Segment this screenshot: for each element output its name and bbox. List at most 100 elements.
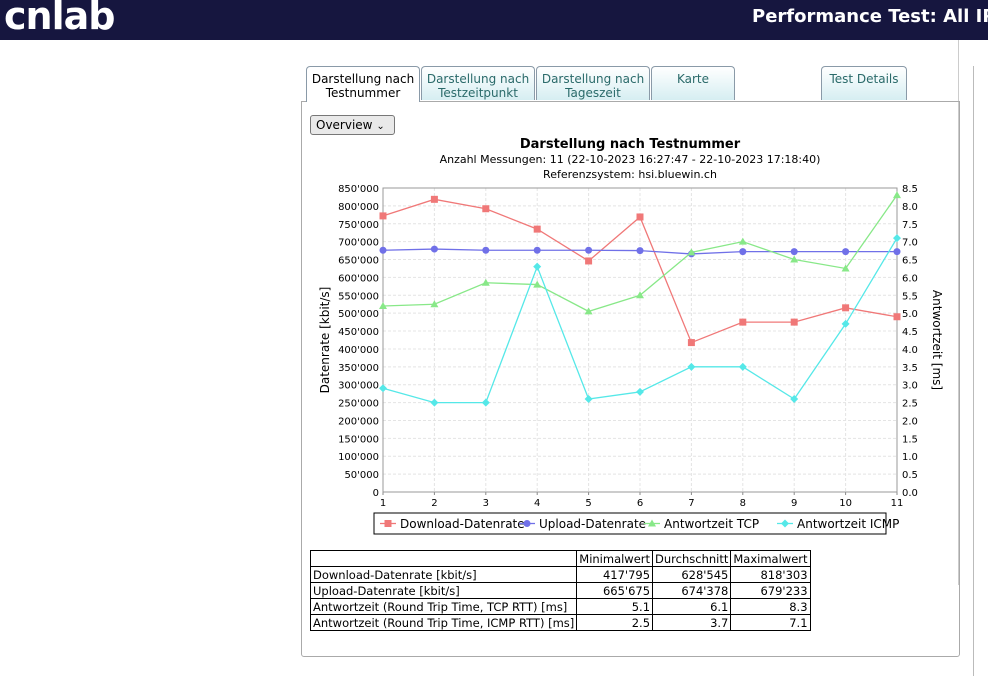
legend-label: Antwortzeit TCP [664, 517, 759, 531]
x-tick-label: 8 [740, 498, 746, 509]
x-tick-label: 3 [483, 498, 489, 509]
x-tick-label: 5 [585, 498, 591, 509]
chart-panel [301, 101, 960, 657]
data-point [790, 395, 799, 404]
table-row: Download-Datenrate [kbit/s] 417'795 628'54… [309, 566, 811, 583]
data-point [379, 212, 387, 220]
y-tick-label: 850'000 [338, 184, 379, 195]
y-tick-label: 350'000 [338, 363, 379, 374]
legend-marker [648, 519, 656, 527]
table-cell: 3.7 [652, 614, 732, 631]
data-point [430, 398, 439, 407]
chart-subtitle-reference: Referenzsystem: hsi.bluewin.ch [543, 168, 717, 181]
x-tick-label: 11 [891, 498, 904, 509]
data-point [533, 246, 541, 254]
x-tick-label: 9 [791, 498, 797, 509]
x-tick-label: 4 [534, 498, 540, 509]
data-point [738, 237, 747, 245]
data-point [738, 362, 747, 371]
y2-tick-label: 3.0 [902, 381, 918, 392]
right-scroll-edge [973, 66, 974, 676]
header-bar: cnlab Performance Test: All IP [0, 0, 988, 40]
cnlab-logo: cnlab [4, 0, 115, 38]
y-tick-label: 450'000 [338, 327, 379, 338]
tab-testnummer[interactable]: Darstellung nach Testnummer [306, 66, 420, 102]
table-cell: Minimalwert [576, 550, 654, 567]
y-tick-label: 750'000 [338, 220, 379, 231]
data-point [584, 395, 593, 404]
table-row: Antwortzeit (Round Trip Time, TCP RTT) [… [309, 598, 811, 615]
data-point [379, 246, 387, 254]
table-cell: Antwortzeit (Round Trip Time, TCP RTT) [… [309, 598, 578, 615]
data-point [790, 318, 798, 326]
chart-legend [373, 512, 887, 535]
tab-testzeitpunkt[interactable]: Darstellung nach Testzeitpunkt [421, 66, 535, 100]
plot-area [382, 187, 898, 493]
data-point [841, 319, 850, 328]
data-point [379, 384, 387, 393]
x-tick-label: 1 [380, 498, 386, 509]
stats-table: Minimalwert Durchschnitt Maximalwert Downlo… [309, 550, 811, 631]
y-tick-label: 800'000 [338, 202, 379, 213]
legend-label: Antwortzeit ICMP [797, 517, 899, 531]
data-point [585, 246, 593, 254]
y-tick-label: 0 [373, 488, 379, 499]
y2-tick-label: 1.5 [902, 434, 918, 445]
data-point [842, 304, 850, 312]
y2-tick-label: 4.5 [902, 327, 918, 338]
data-point [790, 248, 798, 256]
table-header-row: Minimalwert Durchschnitt Maximalwert [309, 550, 811, 567]
y-tick-label: 550'000 [338, 291, 379, 302]
data-point [481, 398, 490, 407]
y-tick-label: 50'000 [344, 470, 379, 481]
right-divider [958, 40, 988, 585]
y2-tick-label: 2.0 [902, 416, 918, 427]
view-select-value: Overview [316, 118, 373, 132]
table-cell [309, 550, 578, 567]
data-point [430, 195, 438, 203]
y2-tick-label: 2.5 [902, 399, 918, 410]
y2-tick-label: 0.5 [902, 470, 918, 481]
page-title: Performance Test: All IP [752, 6, 988, 27]
x-tick-label: 2 [431, 498, 437, 509]
data-point [893, 234, 901, 243]
table-cell: Download-Datenrate [kbit/s] [309, 566, 578, 583]
data-point [893, 248, 901, 256]
data-point [585, 257, 593, 265]
y2-tick-label: 0.0 [902, 488, 918, 499]
view-select[interactable]: Overview ⌄ [310, 115, 395, 135]
y2-axis-label: Antwortzeit [ms] [930, 290, 944, 390]
data-point [430, 300, 439, 308]
data-point [739, 318, 747, 326]
data-point [687, 339, 695, 347]
table-cell: 674'378 [652, 582, 732, 599]
data-point [584, 307, 593, 315]
data-point [687, 362, 696, 371]
table-cell: 6.1 [652, 598, 732, 615]
tab-tageszeit[interactable]: Darstellung nach Tageszeit [536, 66, 650, 100]
table-cell: Durchschnitt [652, 550, 732, 567]
y2-tick-label: 5.0 [902, 309, 918, 320]
y2-tick-label: 7.0 [902, 238, 918, 249]
table-cell: 665'675 [576, 582, 654, 599]
table-cell: 679'233 [730, 582, 811, 599]
y2-tick-label: 4.0 [902, 345, 918, 356]
y-tick-label: 700'000 [338, 238, 379, 249]
y2-tick-label: 7.5 [902, 220, 918, 231]
table-cell: 8.3 [730, 598, 811, 615]
data-point [636, 247, 644, 255]
legend-label: Upload-Datenrate [539, 517, 646, 531]
data-point [379, 302, 387, 310]
table-cell: 5.1 [576, 598, 654, 615]
table-row: Upload-Datenrate [kbit/s] 665'675 674'378 6… [309, 582, 811, 599]
y2-tick-label: 5.5 [902, 291, 918, 302]
data-point [636, 213, 644, 221]
table-cell: Antwortzeit (Round Trip Time, ICMP RTT) … [309, 614, 578, 631]
table-cell: Maximalwert [730, 550, 811, 567]
tab-test-details[interactable]: Test Details [821, 66, 907, 100]
y2-tick-label: 6.5 [902, 256, 918, 267]
y-tick-label: 600'000 [338, 273, 379, 284]
tab-karte[interactable]: Karte [651, 66, 735, 100]
chart-subtitle: Anzahl Messungen: 11 (22-10-2023 16:27:4… [440, 153, 821, 166]
data-point [790, 255, 799, 263]
